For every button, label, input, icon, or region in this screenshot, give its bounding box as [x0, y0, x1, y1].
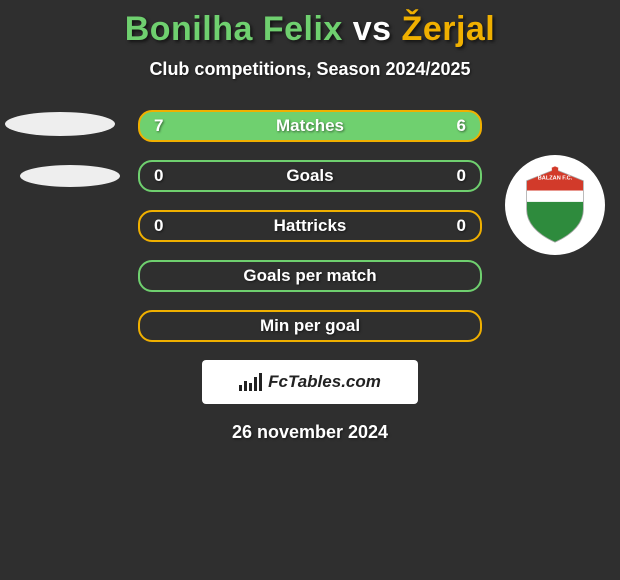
svg-text:BALZAN F.C.: BALZAN F.C. — [538, 175, 573, 181]
stats-area: BALZAN F.C. 7 Matches 6 0 Goals 0 0 Hattricks 0 G… — [0, 110, 620, 342]
attribution-badge: FcTables.com — [202, 360, 418, 404]
stat-right-value: 6 — [457, 116, 466, 136]
player1-club-badge-placeholder-2 — [20, 165, 120, 187]
player1-name: Bonilha Felix — [125, 10, 343, 48]
stat-row: 0 Hattricks 0 — [138, 210, 482, 242]
stat-row: Goals per match — [138, 260, 482, 292]
stat-left-value: 0 — [154, 166, 163, 186]
stat-row: Min per goal — [138, 310, 482, 342]
date-label: 26 november 2024 — [0, 422, 620, 443]
comparison-card: Bonilha Felix vs Žerjal Club competition… — [0, 0, 620, 580]
stat-right-value: 0 — [457, 166, 466, 186]
stat-label: Goals per match — [243, 266, 376, 286]
balzan-fc-logo-icon: BALZAN F.C. — [515, 165, 595, 245]
stat-left-value: 7 — [154, 116, 163, 136]
stat-label: Min per goal — [260, 316, 360, 336]
stat-row: 0 Goals 0 — [138, 160, 482, 192]
stat-label: Hattricks — [274, 216, 347, 236]
stat-label: Goals — [286, 166, 333, 186]
stat-row: 7 Matches 6 — [138, 110, 482, 142]
stat-right-value: 0 — [457, 216, 466, 236]
player2-name: Žerjal — [402, 10, 496, 48]
player1-club-badge-placeholder — [5, 112, 115, 136]
bar-chart-icon — [239, 373, 262, 391]
attribution-text: FcTables.com — [268, 372, 381, 392]
vs-label: vs — [353, 10, 392, 48]
stat-label: Matches — [276, 116, 344, 136]
player2-club-badge: BALZAN F.C. — [505, 155, 605, 255]
subtitle: Club competitions, Season 2024/2025 — [0, 59, 620, 80]
stat-left-value: 0 — [154, 216, 163, 236]
page-title: Bonilha Felix vs Žerjal — [0, 0, 620, 49]
